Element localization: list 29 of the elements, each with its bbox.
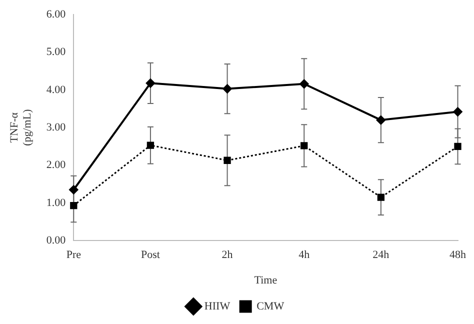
x-tick-label: Post (140, 249, 160, 262)
point (224, 156, 231, 164)
point (146, 142, 154, 149)
point (300, 142, 308, 150)
x-tick-label: Pre (66, 249, 82, 262)
x-axis-title: Time (254, 274, 278, 286)
point (146, 78, 155, 88)
legend-label: CMW (256, 300, 285, 312)
point (454, 142, 462, 150)
legend-label: HIIW (204, 300, 231, 312)
point (300, 79, 309, 88)
y-tick-label: 4.00 (46, 84, 66, 96)
y-tick-label: 3.00 (46, 121, 66, 134)
point (377, 194, 385, 201)
x-tick-label: 48h (450, 249, 466, 262)
y-tick-label: 2.00 (46, 159, 66, 172)
point (70, 202, 78, 210)
y-tick-label: 5.00 (46, 46, 66, 58)
y-axis-title: TNF-α (pg/mL) (8, 108, 34, 146)
x-tick-label: 24h (372, 249, 390, 262)
y-tick-label: 0.00 (46, 234, 66, 246)
point (222, 84, 232, 94)
y-tick-label: 6.00 (46, 8, 66, 20)
x-tick-label: 2h (222, 249, 234, 262)
point (376, 116, 386, 125)
point (69, 185, 78, 194)
point (453, 107, 462, 116)
x-tick-label: 4h (298, 249, 310, 262)
y-tick-label: 1.00 (46, 196, 66, 209)
